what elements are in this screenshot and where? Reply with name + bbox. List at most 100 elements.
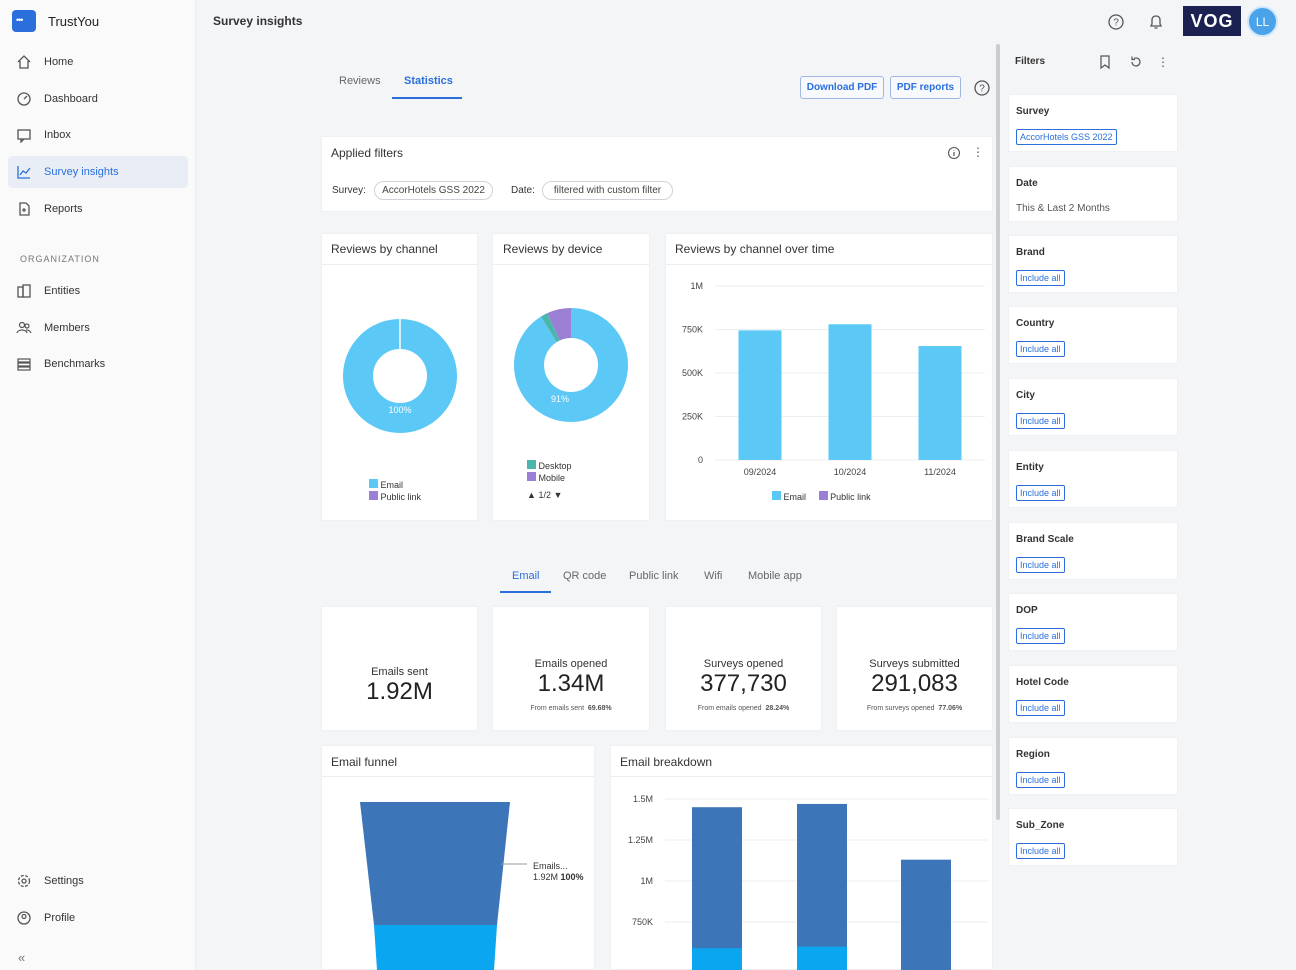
filter-label: City — [1016, 390, 1035, 401]
bar-email[interactable] — [918, 346, 962, 460]
tab-mobile-app[interactable]: Mobile app — [748, 570, 802, 582]
svg-text:?: ? — [979, 84, 985, 95]
section-label-organization: ORGANIZATION — [20, 254, 100, 264]
filter-hotel-code: Hotel Code Include all — [1008, 665, 1178, 723]
kpi-label: Surveys submitted — [869, 658, 960, 670]
tab-active-indicator — [392, 97, 462, 99]
channel-donut-chart: 100% — [343, 319, 457, 433]
legend-label: Public link — [380, 492, 422, 502]
filter-date-value[interactable]: This & Last 2 Months — [1016, 203, 1110, 214]
collapse-sidebar-icon[interactable]: « — [18, 950, 26, 965]
chart-legend: Email Public link — [369, 479, 421, 503]
profile-icon — [17, 911, 31, 925]
filter-entity: Entity Include all — [1008, 450, 1178, 508]
funnel-stage-opened[interactable] — [374, 925, 497, 970]
date-filter-chip[interactable]: filtered with custom filter — [542, 181, 673, 200]
kpi-value: 377,730 — [700, 670, 787, 697]
kpi-card-emails-opened: Emails opened 1.34M From emails sent 69.… — [492, 606, 650, 731]
sidebar-item-settings[interactable]: Settings — [8, 865, 188, 897]
sidebar-item-profile[interactable]: Profile — [8, 902, 188, 934]
chart-legend: Desktop Mobile — [527, 460, 572, 484]
tab-reviews[interactable]: Reviews — [339, 75, 381, 87]
y-tick-label: 1.25M — [628, 835, 653, 845]
x-tick-label: 10/2024 — [834, 467, 867, 477]
bell-icon[interactable] — [1147, 13, 1165, 31]
main-scrollbar[interactable] — [996, 44, 1000, 820]
legend-item: Mobile — [527, 472, 572, 484]
sidebar-item-home[interactable]: Home — [8, 46, 188, 78]
tab-qr-code[interactable]: QR code — [563, 570, 607, 582]
survey-filter-chip[interactable]: AccorHotels GSS 2022 — [374, 181, 493, 200]
pdf-reports-button[interactable]: PDF reports — [890, 76, 961, 99]
filter-label: Brand Scale — [1016, 534, 1074, 545]
filter-label: DOP — [1016, 605, 1038, 616]
include-all-button[interactable]: Include all — [1016, 557, 1065, 573]
sidebar-item-reports[interactable]: Reports — [8, 193, 188, 225]
filter-label: Brand — [1016, 247, 1045, 258]
bar-segment-light[interactable] — [692, 948, 742, 970]
kpi-sub-pct: 28.24% — [765, 705, 790, 712]
email-funnel-chart: Emails... 1.92M 100% — [360, 802, 584, 970]
include-all-button[interactable]: Include all — [1016, 341, 1065, 357]
sidebar-item-inbox[interactable]: Inbox — [8, 119, 188, 151]
include-all-button[interactable]: Include all — [1016, 772, 1065, 788]
info-icon[interactable] — [947, 146, 961, 160]
filter-survey-value-button[interactable]: AccorHotels GSS 2022 — [1016, 129, 1117, 145]
tab-statistics[interactable]: Statistics — [404, 75, 453, 87]
bar-segment-dark[interactable] — [901, 859, 951, 970]
kpi-sub: From emails opened 28.24% — [666, 705, 821, 712]
funnel-label-count: 1.92M — [533, 872, 558, 882]
kpi-label: Surveys opened — [703, 658, 784, 670]
filter-dop: DOP Include all — [1008, 593, 1178, 651]
bar-segment-light[interactable] — [797, 946, 847, 970]
bar-segment-dark[interactable] — [797, 803, 847, 970]
sidebar-item-dashboard[interactable]: Dashboard — [8, 83, 188, 115]
sidebar-item-entities[interactable]: Entities — [8, 275, 188, 307]
pager-prev-icon[interactable]: ▲ — [527, 490, 536, 500]
include-all-button[interactable]: Include all — [1016, 270, 1065, 286]
more-options-icon[interactable]: ⋮ — [1157, 55, 1169, 69]
download-pdf-button[interactable]: Download PDF — [800, 76, 884, 99]
kpi-sub-label: From surveys opened — [866, 705, 935, 712]
legend-swatch — [369, 479, 378, 488]
funnel-stage-emails[interactable] — [360, 802, 510, 925]
include-all-button[interactable]: Include all — [1016, 700, 1065, 716]
include-all-button[interactable]: Include all — [1016, 628, 1065, 644]
bookmark-icon[interactable] — [1098, 54, 1112, 70]
tab-wifi[interactable]: Wifi — [704, 570, 723, 582]
sidebar-item-benchmarks[interactable]: Benchmarks — [8, 348, 188, 380]
filter-brand-scale: Brand Scale Include all — [1008, 522, 1178, 580]
include-all-button[interactable]: Include all — [1016, 843, 1065, 859]
bar-email[interactable] — [828, 324, 872, 460]
legend-swatch — [818, 491, 828, 500]
home-icon — [17, 55, 31, 69]
reset-icon[interactable] — [1129, 55, 1143, 69]
trustyou-logo-icon[interactable] — [12, 10, 36, 32]
bar-email[interactable] — [738, 330, 782, 460]
sidebar-item-members[interactable]: Members — [8, 312, 188, 344]
include-all-button[interactable]: Include all — [1016, 413, 1065, 429]
more-options-icon[interactable]: ⋮ — [972, 145, 984, 159]
help-icon[interactable]: ? — [1107, 13, 1125, 31]
tab-active-indicator — [500, 591, 551, 593]
email-breakdown-bar-chart: 1.5M 1.25M 1M 750K — [628, 794, 988, 970]
legend-label: Desktop — [538, 461, 572, 471]
tab-email[interactable]: Email — [512, 570, 540, 582]
bar-segment-dark[interactable] — [692, 807, 742, 970]
kpi-sub: From emails sent 69.68% — [493, 705, 649, 712]
legend-pager: ▲ 1/2 ▼ — [527, 490, 562, 500]
sidebar-item-survey-insights[interactable]: Survey insights — [8, 156, 188, 188]
kpi-value: 1.34M — [537, 670, 605, 697]
legend-label: Email — [380, 480, 404, 490]
filter-city: City Include all — [1008, 378, 1178, 436]
pager-next-icon[interactable]: ▼ — [553, 490, 563, 500]
tab-public-link[interactable]: Public link — [629, 570, 679, 582]
legend-item: Email — [369, 479, 421, 491]
funnel-label-value: 1.92M 100% — [533, 872, 584, 882]
avatar[interactable]: LL — [1247, 6, 1278, 37]
donut-slice-mobile[interactable] — [514, 308, 628, 422]
divider — [321, 776, 595, 777]
help-icon[interactable]: ? — [973, 79, 991, 97]
include-all-button[interactable]: Include all — [1016, 485, 1065, 501]
benchmark-icon — [17, 358, 31, 371]
